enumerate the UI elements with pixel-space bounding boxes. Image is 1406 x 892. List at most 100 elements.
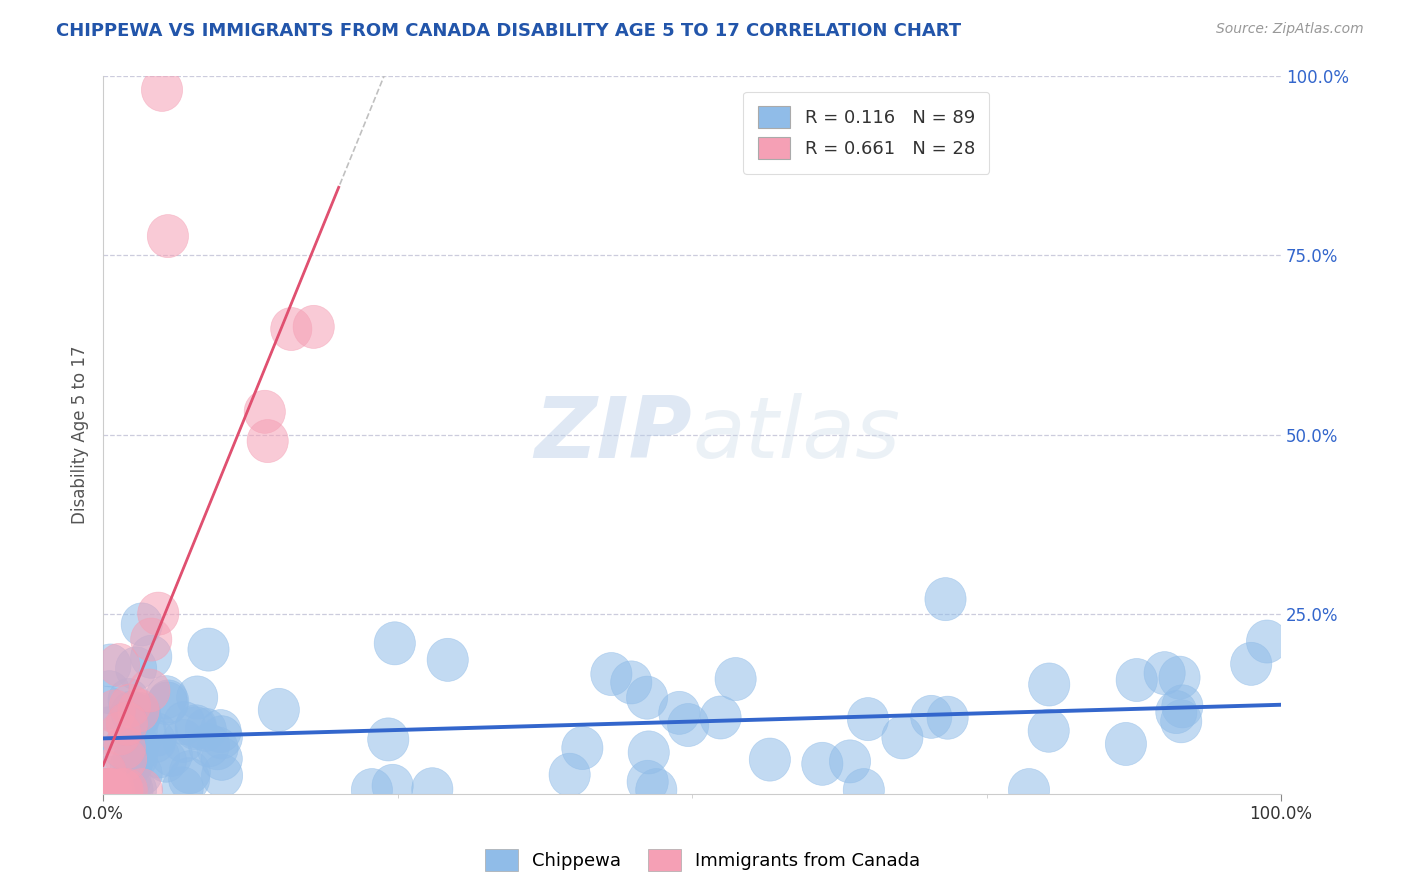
Ellipse shape: [169, 750, 211, 794]
Ellipse shape: [412, 768, 453, 811]
Ellipse shape: [87, 769, 128, 812]
Ellipse shape: [1116, 658, 1157, 702]
Ellipse shape: [1105, 723, 1146, 765]
Ellipse shape: [1144, 652, 1185, 695]
Ellipse shape: [125, 709, 166, 752]
Ellipse shape: [110, 684, 150, 727]
Ellipse shape: [548, 753, 591, 797]
Ellipse shape: [117, 708, 157, 752]
Ellipse shape: [105, 738, 146, 780]
Ellipse shape: [93, 769, 135, 812]
Ellipse shape: [146, 681, 188, 725]
Ellipse shape: [373, 764, 413, 807]
Ellipse shape: [1159, 657, 1201, 699]
Ellipse shape: [188, 723, 229, 767]
Ellipse shape: [108, 679, 149, 722]
Ellipse shape: [89, 769, 129, 812]
Ellipse shape: [174, 706, 217, 750]
Ellipse shape: [90, 644, 131, 687]
Ellipse shape: [627, 676, 668, 719]
Ellipse shape: [107, 702, 148, 746]
Ellipse shape: [148, 680, 188, 723]
Ellipse shape: [259, 689, 299, 731]
Ellipse shape: [200, 709, 242, 753]
Ellipse shape: [562, 726, 603, 770]
Ellipse shape: [138, 592, 179, 635]
Ellipse shape: [186, 708, 226, 751]
Ellipse shape: [138, 735, 180, 778]
Ellipse shape: [628, 731, 669, 774]
Ellipse shape: [111, 691, 152, 734]
Ellipse shape: [352, 769, 392, 812]
Ellipse shape: [84, 769, 125, 812]
Ellipse shape: [152, 733, 193, 776]
Ellipse shape: [374, 622, 415, 665]
Ellipse shape: [801, 742, 844, 785]
Ellipse shape: [110, 758, 150, 801]
Ellipse shape: [925, 578, 966, 621]
Ellipse shape: [658, 691, 700, 734]
Ellipse shape: [121, 603, 163, 646]
Ellipse shape: [118, 723, 159, 767]
Ellipse shape: [1161, 685, 1204, 728]
Ellipse shape: [1028, 709, 1070, 752]
Ellipse shape: [101, 769, 142, 812]
Ellipse shape: [927, 696, 969, 739]
Ellipse shape: [844, 769, 884, 812]
Ellipse shape: [103, 727, 145, 770]
Ellipse shape: [1029, 663, 1070, 706]
Ellipse shape: [146, 675, 187, 719]
Ellipse shape: [367, 718, 409, 761]
Ellipse shape: [716, 657, 756, 700]
Legend: R = 0.116   N = 89, R = 0.661   N = 28: R = 0.116 N = 89, R = 0.661 N = 28: [744, 92, 990, 174]
Ellipse shape: [911, 695, 952, 739]
Ellipse shape: [131, 618, 172, 661]
Ellipse shape: [882, 716, 922, 759]
Ellipse shape: [100, 769, 141, 812]
Ellipse shape: [86, 686, 128, 730]
Ellipse shape: [101, 769, 143, 812]
Ellipse shape: [201, 738, 242, 780]
Ellipse shape: [136, 713, 177, 756]
Ellipse shape: [591, 653, 631, 696]
Ellipse shape: [1160, 699, 1202, 743]
Ellipse shape: [627, 760, 668, 804]
Ellipse shape: [271, 308, 312, 351]
Ellipse shape: [1247, 620, 1288, 663]
Ellipse shape: [197, 727, 238, 770]
Ellipse shape: [115, 647, 156, 690]
Text: atlas: atlas: [692, 393, 900, 476]
Ellipse shape: [245, 391, 285, 434]
Ellipse shape: [292, 305, 335, 349]
Ellipse shape: [201, 754, 243, 797]
Ellipse shape: [117, 736, 157, 779]
Ellipse shape: [610, 661, 652, 704]
Ellipse shape: [163, 701, 205, 745]
Ellipse shape: [87, 769, 129, 812]
Legend: Chippewa, Immigrants from Canada: Chippewa, Immigrants from Canada: [478, 842, 928, 879]
Ellipse shape: [121, 752, 162, 796]
Ellipse shape: [89, 756, 129, 799]
Ellipse shape: [135, 720, 176, 763]
Ellipse shape: [427, 639, 468, 681]
Ellipse shape: [112, 769, 153, 812]
Text: Source: ZipAtlas.com: Source: ZipAtlas.com: [1216, 22, 1364, 37]
Ellipse shape: [830, 739, 870, 783]
Ellipse shape: [700, 696, 741, 739]
Y-axis label: Disability Age 5 to 17: Disability Age 5 to 17: [72, 345, 89, 524]
Ellipse shape: [98, 643, 139, 687]
Ellipse shape: [121, 769, 162, 812]
Ellipse shape: [120, 695, 160, 738]
Ellipse shape: [129, 669, 170, 712]
Ellipse shape: [247, 419, 288, 463]
Ellipse shape: [118, 689, 159, 732]
Ellipse shape: [110, 744, 152, 787]
Ellipse shape: [114, 736, 155, 779]
Ellipse shape: [89, 769, 131, 812]
Ellipse shape: [162, 767, 204, 810]
Ellipse shape: [104, 726, 145, 770]
Ellipse shape: [169, 757, 209, 801]
Ellipse shape: [89, 706, 129, 750]
Ellipse shape: [188, 628, 229, 671]
Ellipse shape: [131, 635, 172, 678]
